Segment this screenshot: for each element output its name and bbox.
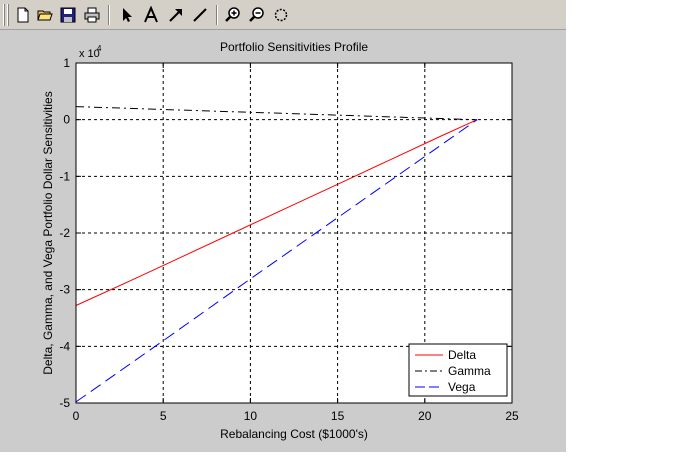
open-folder-icon (37, 10, 53, 21)
series-line-vega (75, 119, 478, 403)
y-tick-label: -2 (59, 226, 70, 240)
toolbar-grip[interactable] (3, 4, 5, 26)
save-icon (60, 7, 76, 23)
new-figure-button[interactable] (13, 5, 33, 25)
y-tick-label: 1 (63, 56, 70, 70)
y-tick-label: -3 (59, 283, 70, 297)
rotate-3d-button[interactable] (271, 5, 291, 25)
zoom-out-icon (249, 7, 264, 22)
legend[interactable]: Delta Gamma Vega (408, 343, 508, 397)
y-exponent-power: 4 (97, 44, 102, 53)
x-tick-label: 0 (73, 409, 80, 423)
toolbar-separator (108, 5, 110, 25)
zoom-in-icon (225, 7, 240, 22)
zoom-out-button[interactable] (247, 5, 267, 25)
figure-window: 0 5 10 15 20 25 -5 -4 -3 -2 -1 0 1 Portfolio Sensiti… (0, 0, 566, 452)
print-button[interactable] (82, 5, 102, 25)
insert-text-button[interactable] (141, 5, 161, 25)
toolbar-grip[interactable] (7, 4, 9, 26)
tick-labels: 0 5 10 15 20 25 -5 -4 -3 -2 -1 0 1 (59, 56, 519, 423)
x-tick-label: 10 (244, 409, 258, 423)
x-tick-label: 25 (505, 409, 519, 423)
chart-title: Portfolio Sensitivities Profile (220, 40, 368, 54)
plot-canvas: 0 5 10 15 20 25 -5 -4 -3 -2 -1 0 1 Portfolio Sensiti… (41, 40, 519, 441)
print-icon (84, 7, 100, 23)
tick-marks (75, 62, 513, 404)
line-icon (193, 8, 207, 22)
y-tick-label: -5 (59, 396, 70, 410)
y-axis-label: Delta, Gamma, and Vega Portfolio Dollar … (41, 91, 55, 374)
figure-toolbar (0, 0, 566, 30)
text-icon (144, 6, 158, 23)
open-file-button[interactable] (35, 5, 55, 25)
save-button[interactable] (58, 5, 78, 25)
legend-label-vega: Vega (448, 380, 476, 394)
series-line-delta (75, 119, 478, 306)
legend-label-gamma: Gamma (448, 364, 491, 378)
legend-box (408, 343, 508, 397)
toolbar-separator (216, 5, 218, 25)
y-exponent-base: x 10 (79, 48, 100, 60)
rotate-icon (274, 8, 288, 22)
zoom-in-button[interactable] (223, 5, 243, 25)
x-tick-label: 20 (418, 409, 432, 423)
series-line-gamma (75, 106, 478, 121)
x-tick-label: 15 (331, 409, 345, 423)
pointer-arrow-icon (123, 8, 132, 22)
insert-line-button[interactable] (190, 5, 210, 25)
y-tick-label: 0 (63, 113, 70, 127)
insert-arrow-button[interactable] (166, 5, 186, 25)
edit-plot-button[interactable] (117, 5, 137, 25)
new-file-icon (17, 7, 29, 23)
series-layer (75, 106, 478, 403)
y-tick-label: -4 (59, 339, 70, 353)
legend-label-delta: Delta (448, 348, 476, 362)
y-tick-label: -1 (59, 169, 70, 183)
x-tick-label: 5 (160, 409, 167, 423)
x-axis-label: Rebalancing Cost ($1000's) (220, 427, 368, 441)
arrow-icon (169, 9, 182, 22)
